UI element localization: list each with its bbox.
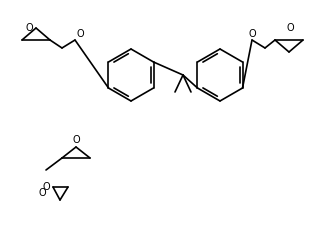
- Text: O: O: [286, 23, 294, 33]
- Text: O: O: [38, 188, 46, 198]
- Text: O: O: [248, 29, 256, 39]
- Text: O: O: [42, 182, 50, 192]
- Text: O: O: [72, 135, 80, 145]
- Text: O: O: [76, 29, 84, 39]
- Text: O: O: [25, 23, 33, 33]
